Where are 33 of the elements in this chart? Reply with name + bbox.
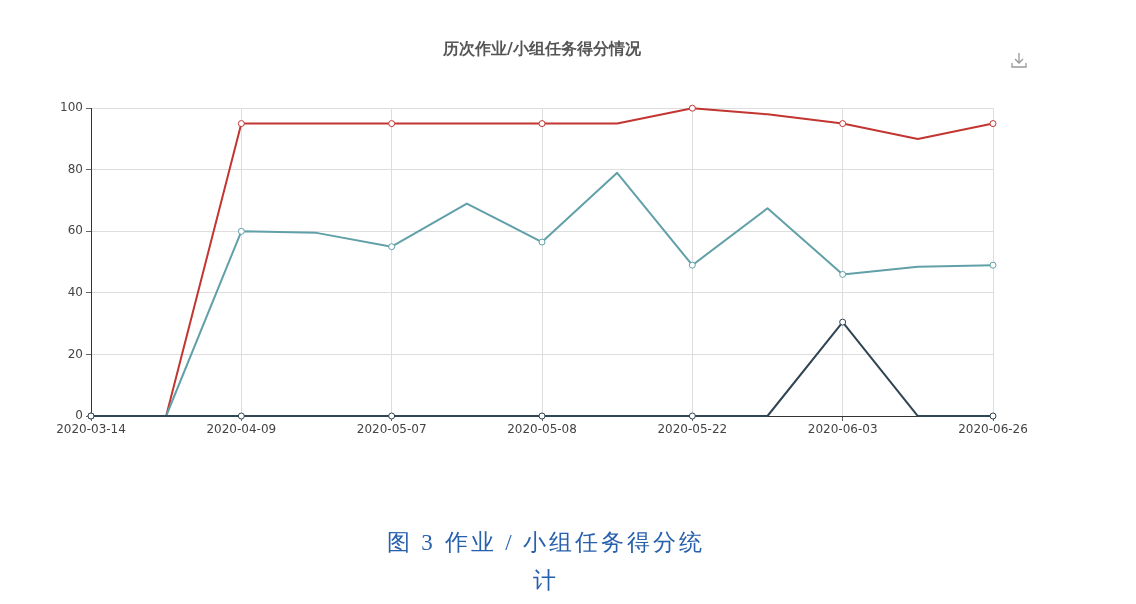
point [237, 227, 245, 235]
point [989, 412, 997, 420]
point [688, 412, 696, 420]
point [839, 318, 847, 326]
point [388, 243, 396, 251]
x-tick-label: 2020-03-14 [56, 422, 126, 437]
point [538, 412, 546, 420]
y-tick-label: 100 [60, 100, 83, 115]
y-tick-label: 40 [67, 285, 83, 300]
y-tick-label: 80 [67, 161, 83, 176]
x-tick-label: 2020-04-09 [206, 422, 277, 437]
point [688, 261, 696, 269]
x-tick-label: 2020-05-07 [356, 422, 427, 437]
y-tick-label: 20 [67, 346, 83, 361]
caption: 图 3 作业 / 小组任务得分统计 [385, 529, 707, 595]
point [839, 270, 847, 278]
point [388, 412, 396, 420]
point [839, 120, 847, 128]
point [237, 120, 245, 128]
point [538, 238, 546, 246]
y-tick-label: 0 [75, 408, 83, 423]
point [237, 412, 245, 420]
point [989, 120, 997, 128]
point [388, 120, 396, 128]
point [538, 120, 546, 128]
x-tick-label: 2020-05-08 [507, 422, 577, 437]
point [989, 261, 997, 269]
chart-title: 历次作业/小组任务得分情况 [442, 38, 642, 58]
x-tick-label: 2020-06-26 [958, 422, 1028, 437]
point [688, 104, 696, 112]
x-tick-label: 2020-05-22 [657, 422, 728, 437]
x-tick-label: 2020-06-03 [807, 422, 878, 437]
y-tick-label: 60 [67, 223, 83, 238]
